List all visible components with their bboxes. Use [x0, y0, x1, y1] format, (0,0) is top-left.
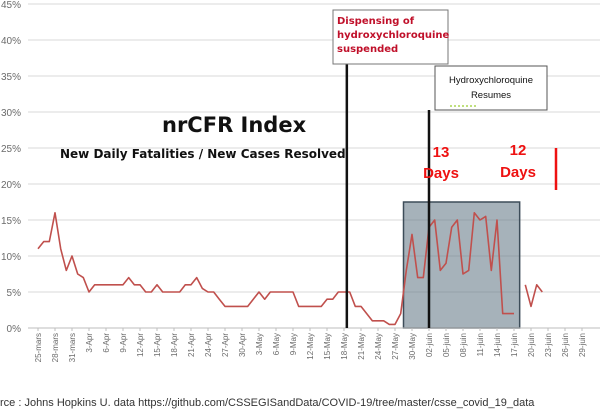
x-tick-label: 12-Apr — [136, 333, 145, 357]
x-tick-label: 3-Apr — [85, 333, 94, 353]
x-tick-label: 9-May — [289, 333, 298, 355]
data-series — [37, 212, 543, 326]
x-tick-label: 15-Apr — [153, 333, 162, 357]
x-tick-label: 11-juin — [476, 333, 485, 356]
days-13-number: 13 — [433, 144, 450, 161]
days-12-number: 12 — [510, 142, 527, 159]
y-tick-label: 40% — [1, 36, 21, 47]
x-tick-label: 29-juin — [578, 333, 587, 357]
x-tick-label: 30-May — [408, 333, 417, 360]
x-tick-label: 27-May — [391, 333, 400, 360]
y-tick-label: 15% — [1, 216, 21, 227]
x-tick-label: 12-May — [306, 333, 315, 360]
x-tick-label: 6-Apr — [102, 333, 111, 353]
series-line — [37, 212, 543, 326]
x-axis: 25-mars 28-mars 31-mars 3-Apr 6-Apr 9-Apr 12-A… — [34, 328, 587, 362]
x-tick-label: 25-mars — [34, 333, 43, 362]
resumes-callout-line2: Resumes — [471, 90, 511, 101]
x-tick-label: 28-mars — [51, 333, 60, 362]
x-tick-label: 18-May — [340, 333, 349, 360]
suspended-callout-line2: hydroxychloroquine — [337, 30, 450, 41]
x-tick-label: 3-May — [255, 333, 264, 355]
vertical-markers — [345, 64, 431, 328]
x-tick-label: 9-Apr — [119, 333, 128, 353]
x-tick-label: 21-Apr — [187, 333, 196, 357]
y-tick-label: 30% — [1, 108, 21, 119]
y-tick-label: 35% — [1, 72, 21, 83]
days-12-label: Days — [500, 164, 536, 181]
y-tick-label: 45% — [1, 0, 21, 11]
chart-title: nrCFR Index — [162, 113, 307, 137]
x-tick-label: 05-juin — [442, 333, 451, 357]
y-tick-label: 20% — [1, 180, 21, 191]
x-tick-label: 18-Apr — [170, 333, 179, 357]
y-tick-label: 0% — [7, 324, 22, 335]
x-tick-label: 30-Apr — [238, 333, 247, 357]
x-tick-label: 15-May — [323, 333, 332, 360]
source-text: rce : Johns Hopkins U. data https://gith… — [0, 397, 535, 409]
y-tick-label: 5% — [7, 288, 22, 299]
x-tick-label: 20-juin — [527, 333, 536, 357]
x-tick-label: 26-juin — [561, 333, 570, 357]
resumes-callout-box — [434, 65, 548, 111]
x-tick-label: 02-juin — [425, 333, 434, 357]
suspended-callout-line1: Dispensing of — [337, 16, 415, 27]
x-tick-label: 08-juin — [459, 333, 468, 357]
x-tick-label: 23-juin — [544, 333, 553, 357]
suspended-callout-box — [332, 9, 449, 65]
days-13-label: Days — [423, 165, 459, 182]
x-tick-label: 14-juin — [493, 333, 502, 357]
suspended-callout-line3: suspended — [337, 44, 398, 55]
x-tick-label: 31-mars — [68, 333, 77, 362]
y-tick-label: 25% — [1, 144, 21, 155]
x-tick-label: 24-May — [374, 333, 383, 360]
y-tick-label: 10% — [1, 252, 21, 263]
chart-subtitle: New Daily Fatalities / New Cases Resolve… — [60, 147, 346, 161]
resumes-callout-line1: Hydroxychloroquine — [449, 75, 533, 86]
grid-lines — [28, 3, 600, 293]
x-tick-label: 21-May — [357, 333, 366, 360]
x-tick-label: 24-Apr — [204, 333, 213, 357]
y-axis: 0% 5% 10% 15% 20% 25% 30% 35% 40% 45% — [1, 0, 21, 335]
x-tick-label: 17-juin — [510, 333, 519, 357]
x-tick-label: 6-May — [272, 333, 281, 355]
x-tick-label: 27-Apr — [221, 333, 230, 357]
